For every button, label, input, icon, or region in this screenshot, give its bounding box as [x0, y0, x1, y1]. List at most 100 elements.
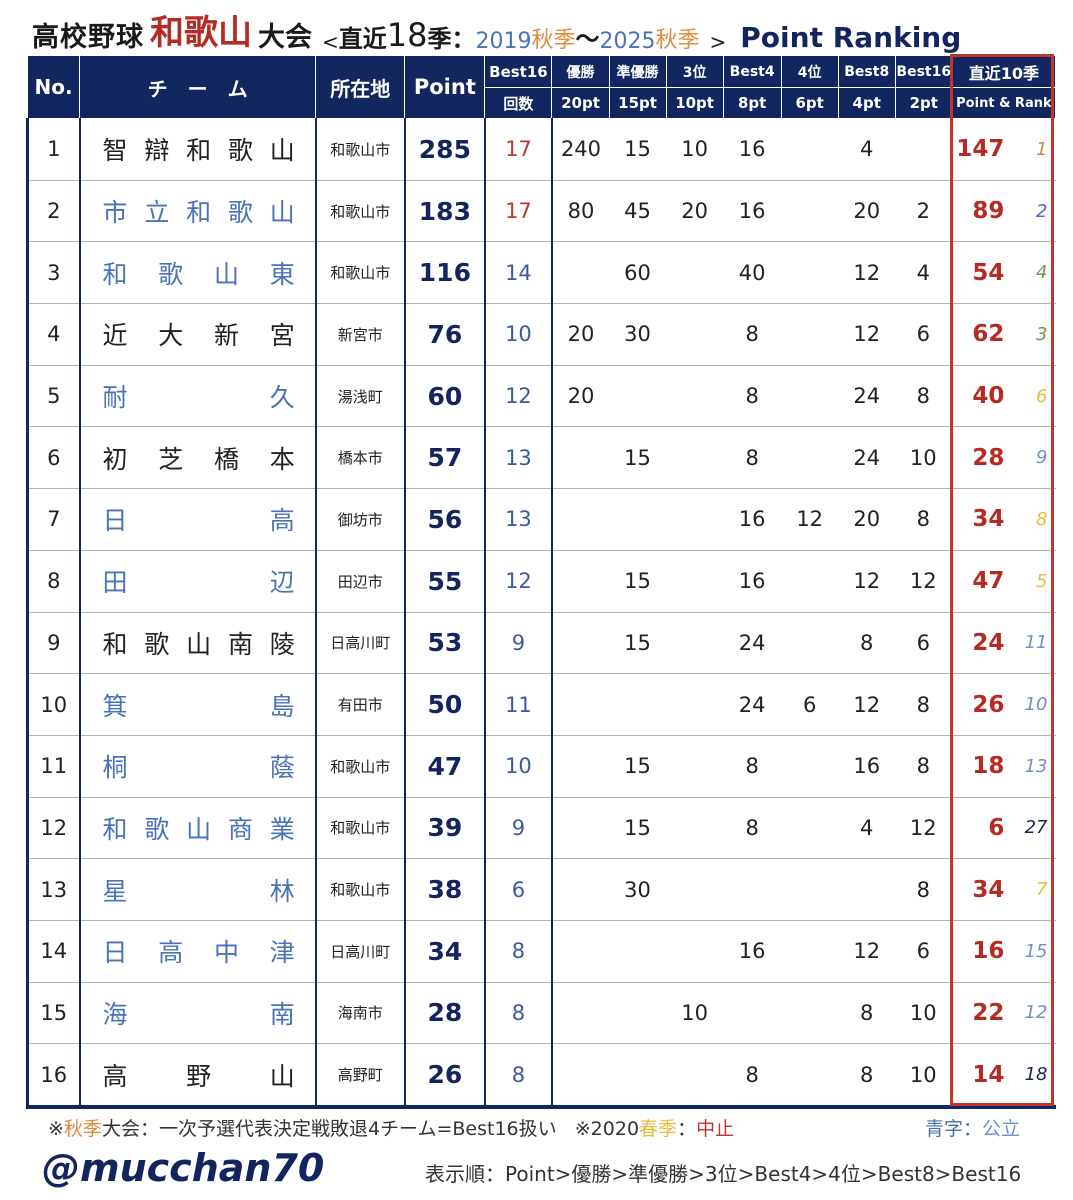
best16-count: 17: [484, 180, 553, 243]
title-text: 季：: [427, 25, 476, 53]
result-points: 10: [895, 1043, 954, 1110]
team-name: 日高中津: [79, 920, 317, 983]
footnote-autumn: ※秋季大会：一次予選代表決定戦敗退4チーム=Best16扱い ※2020春季：中…: [48, 1114, 734, 1141]
result-points: 20: [666, 180, 724, 243]
result-points: 15: [609, 118, 667, 181]
result-points: [781, 612, 839, 675]
title-ranking: Point Ranking: [740, 21, 962, 54]
best16-count: 9: [484, 797, 553, 860]
result-points: 240: [551, 118, 610, 181]
result-points: 16: [723, 920, 782, 983]
header-col: Best4: [722, 55, 782, 88]
result-points: 8: [838, 1043, 896, 1110]
best16-count: 13: [484, 488, 553, 551]
author-handle: @mucchan70: [42, 1146, 325, 1190]
table-row: 16 高野山 高野町 26 8 8 8 10 14 18: [25, 1043, 1056, 1110]
result-points: [551, 797, 610, 860]
result-points: 16: [838, 735, 896, 798]
recent-rank: 4: [1010, 241, 1056, 305]
result-points: [781, 735, 839, 798]
table-row: 15 海南 海南市 28 8 10 8 10 22 12: [25, 982, 1056, 1045]
total-point: 38: [404, 858, 486, 921]
result-points: 24: [723, 673, 782, 736]
team-name: 海南: [79, 982, 317, 1045]
result-points: 8: [895, 488, 954, 551]
note-spring: 春季: [639, 1118, 678, 1140]
team-name: 日高: [79, 488, 317, 551]
header-no: No.: [26, 55, 81, 119]
recent-point: 34: [952, 858, 1011, 921]
recent-rank: 3: [1010, 303, 1056, 366]
result-points: 8: [895, 858, 954, 921]
recent-point: 16: [952, 920, 1011, 983]
result-points: 8: [895, 735, 954, 798]
header-col: 4位: [780, 55, 839, 88]
result-points: 15: [609, 426, 667, 490]
result-points: 16: [723, 550, 782, 613]
result-points: 15: [609, 735, 667, 798]
best16-count: 8: [484, 1043, 553, 1110]
result-points: 8: [838, 612, 896, 675]
table-row: 1 智辯和歌山 和歌山市 285 17 240 15 10 16 4 147 1: [25, 118, 1056, 181]
result-points: 20: [551, 303, 610, 366]
total-point: 55: [404, 550, 486, 613]
total-point: 76: [404, 303, 486, 366]
recent-point: 34: [952, 488, 1011, 551]
result-points: 20: [838, 180, 896, 243]
header-best16-count: Best16: [484, 55, 553, 88]
header-pt: 15pt: [608, 87, 667, 119]
row-number: 13: [25, 858, 81, 921]
result-points: [781, 365, 839, 428]
result-points: [551, 920, 610, 983]
recent-rank: 5: [1010, 550, 1056, 613]
result-points: [723, 982, 782, 1045]
recent-rank: 7: [1010, 858, 1056, 921]
result-points: 15: [609, 797, 667, 860]
result-points: 12: [838, 303, 896, 366]
result-points: [781, 858, 839, 921]
recent-rank: 18: [1010, 1043, 1056, 1110]
team-location: 和歌山市: [315, 797, 406, 860]
result-points: [666, 241, 724, 305]
result-points: [666, 365, 724, 428]
team-name: 和歌山商業: [79, 797, 317, 860]
result-points: 80: [551, 180, 610, 243]
title-text: 直近: [338, 25, 387, 53]
result-points: 10: [895, 982, 954, 1045]
team-location: 海南市: [315, 982, 406, 1045]
title-tilde: ～: [575, 25, 600, 53]
table-row: 9 和歌山南陵 日高川町 53 9 15 24 8 6 24 11: [25, 612, 1056, 675]
note-text: ：: [677, 1118, 697, 1140]
result-points: 30: [609, 303, 667, 366]
result-points: 6: [895, 920, 954, 983]
result-points: 16: [723, 118, 782, 181]
total-point: 60: [404, 365, 486, 428]
header-col: 優勝: [551, 55, 610, 88]
best16-count: 10: [484, 735, 553, 798]
best16-count: 8: [484, 982, 553, 1045]
page-title: 高校野球 和歌山 大会 < 直近 18 季： 2019 秋季 ～ 2025 秋季…: [32, 12, 961, 54]
note-text: ※2020: [574, 1118, 640, 1140]
recent-rank: 12: [1010, 982, 1056, 1045]
result-points: [781, 180, 839, 243]
result-points: 30: [609, 858, 667, 921]
result-points: 2: [895, 180, 954, 243]
team-location: 橋本市: [315, 426, 406, 490]
result-points: 16: [723, 488, 782, 551]
recent-rank: 1: [1010, 118, 1056, 181]
result-points: [609, 365, 667, 428]
header-pt: 6pt: [780, 87, 839, 119]
best16-count: 11: [484, 673, 553, 736]
total-point: 285: [404, 118, 486, 181]
result-points: [609, 673, 667, 736]
row-number: 16: [25, 1043, 81, 1110]
title-text: 大会: [258, 22, 312, 53]
result-points: [666, 1043, 724, 1110]
header-pt: 10pt: [665, 87, 724, 119]
table-row: 2 市立和歌山 和歌山市 183 17 80 45 20 16 20 2 89 2: [25, 180, 1056, 243]
team-location: 和歌山市: [315, 118, 406, 181]
result-points: 12: [838, 241, 896, 305]
team-location: 御坊市: [315, 488, 406, 551]
team-name: 初芝橋本: [79, 426, 317, 490]
recent-rank: 10: [1010, 673, 1056, 736]
